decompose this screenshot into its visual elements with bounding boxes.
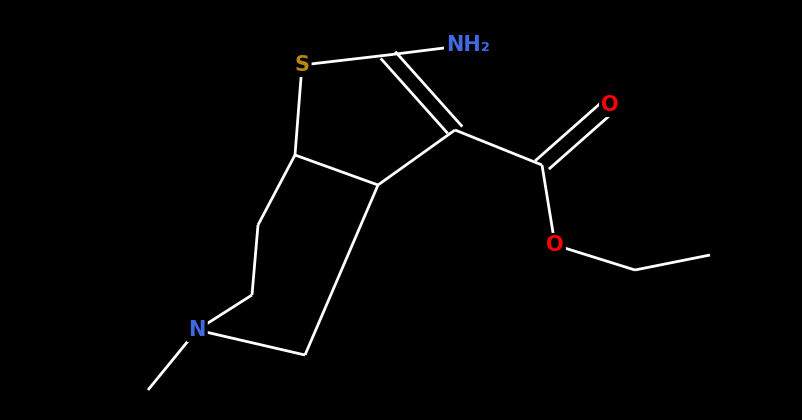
- Text: S: S: [294, 55, 309, 75]
- Text: O: O: [601, 95, 618, 115]
- Text: NH₂: NH₂: [445, 35, 489, 55]
- Text: N: N: [188, 320, 205, 340]
- Text: O: O: [545, 235, 563, 255]
